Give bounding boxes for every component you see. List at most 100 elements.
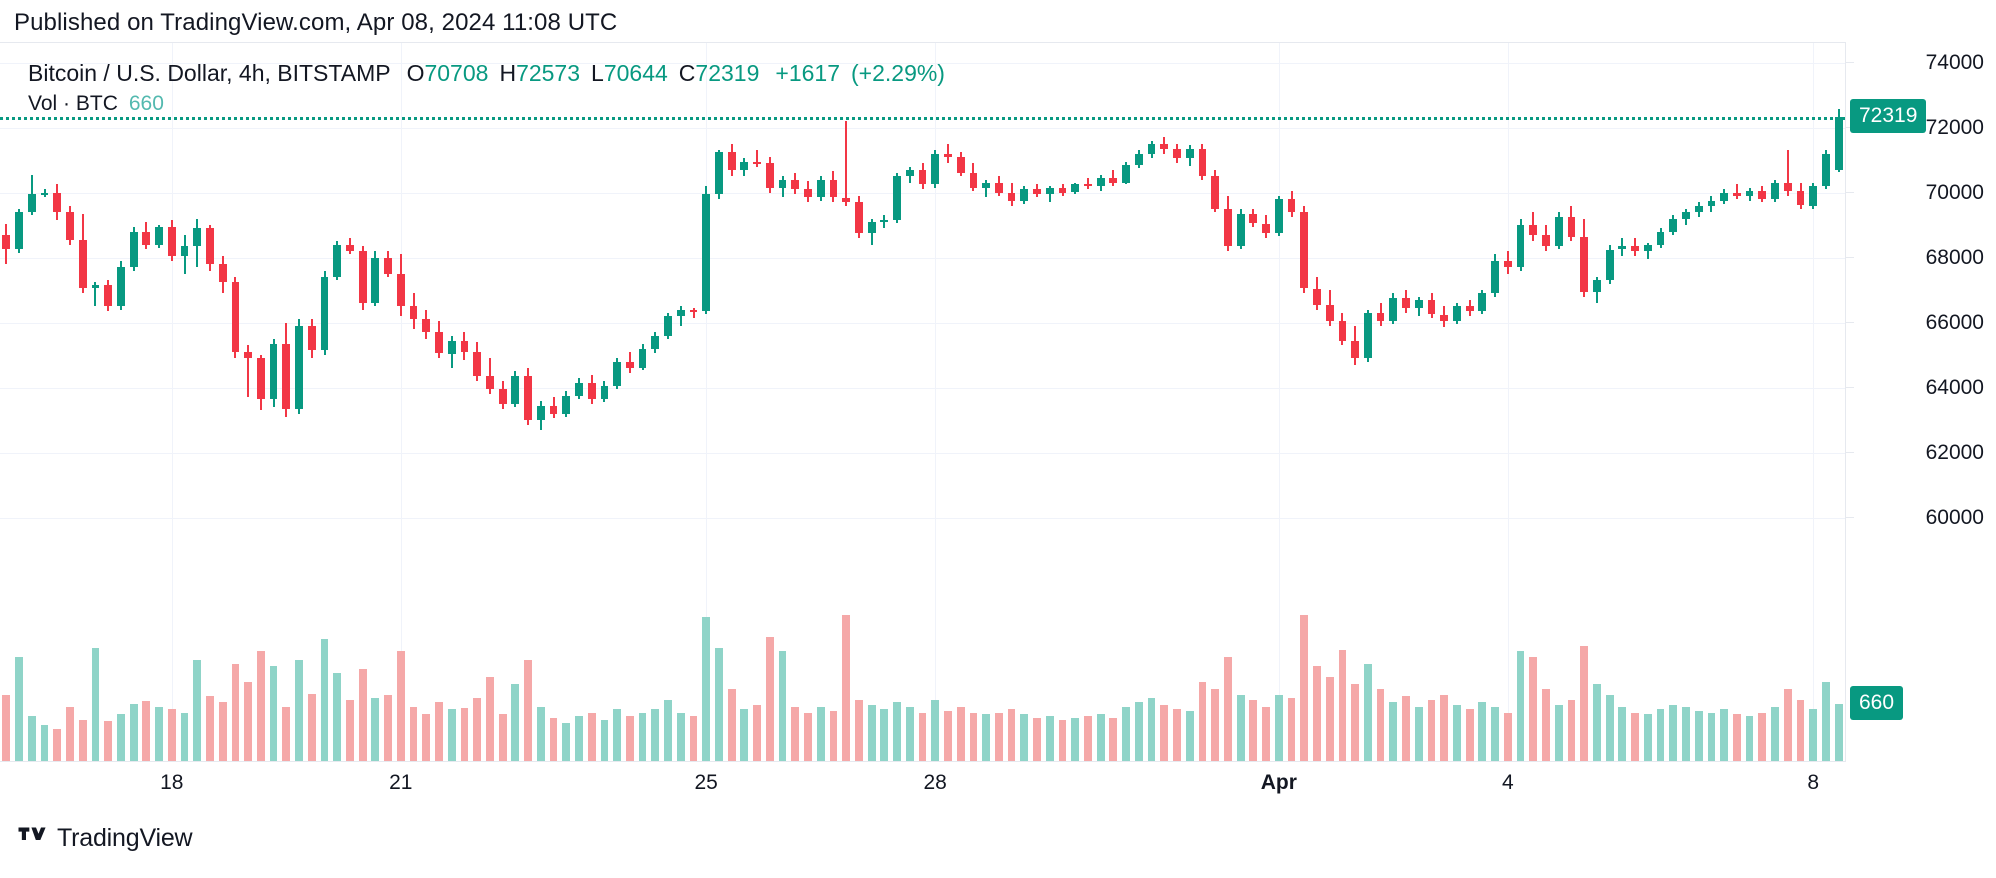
time-axis[interactable]: 18 21 25 28 Apr 4 8	[0, 762, 1845, 806]
price-axis-tick-label: 66000	[1925, 310, 1984, 334]
candle-body-up	[1592, 280, 1601, 292]
candle-body-up	[931, 153, 940, 185]
volume-bar-down	[944, 710, 952, 761]
volume-bar-down	[1783, 689, 1792, 761]
volume-bar-down	[1427, 700, 1436, 761]
price-axis-tick-mark	[1846, 191, 1854, 193]
volume-bar-up	[269, 665, 278, 761]
volume-bar-up	[816, 707, 825, 761]
candle-body-up	[613, 361, 622, 387]
published-caption: Published on TradingView.com, Apr 08, 20…	[14, 9, 618, 36]
gridline-horizontal	[0, 452, 1845, 454]
volume-bar-up	[676, 712, 685, 761]
volume-bar-down	[689, 716, 698, 761]
volume-bar-up	[1834, 703, 1843, 761]
volume-bar-up	[1134, 701, 1143, 761]
candle-body-up	[600, 386, 609, 399]
candle-body-down	[1338, 321, 1347, 341]
volume-bar-down	[66, 707, 74, 761]
candle-body-down	[1427, 299, 1436, 315]
volume-bar-up	[638, 712, 647, 761]
candle-body-down	[1796, 190, 1805, 206]
candle-body-down	[422, 319, 431, 333]
candle-body-down	[1173, 148, 1181, 159]
volume-bar-down	[1796, 700, 1805, 761]
candle-body-down	[842, 197, 851, 203]
volume-bar-down	[994, 712, 1003, 761]
candle-body-up	[1045, 187, 1054, 195]
candle-body-down	[1160, 143, 1169, 149]
volume-bar-down	[1631, 712, 1639, 761]
candle-body-up	[778, 179, 787, 188]
volume-bar-down	[1033, 718, 1041, 761]
volume-bar-down	[485, 676, 494, 761]
time-axis-tick-label: 18	[160, 771, 184, 794]
candle-body-down	[307, 325, 316, 351]
price-axis-tick-mark	[1846, 516, 1854, 518]
candle-wick	[679, 306, 682, 326]
candle-body-down	[1033, 189, 1041, 195]
candle-body-up	[893, 176, 901, 221]
candle-body-up	[511, 376, 520, 404]
candle-wick	[845, 121, 848, 206]
volume-bar-down	[918, 712, 927, 761]
volume-bar-down	[244, 682, 253, 761]
candle-wick	[985, 179, 988, 198]
volume-bar-up	[193, 659, 202, 761]
volume-bar-down	[2, 694, 11, 761]
candle-body-up	[1554, 217, 1563, 247]
price-axis-tick-label: 70000	[1925, 180, 1984, 204]
volume-bar-down	[218, 701, 227, 761]
price-axis-tick-label: 60000	[1925, 505, 1984, 529]
candle-body-down	[753, 161, 761, 164]
time-axis-tick-label: 28	[923, 771, 947, 794]
time-axis-tick-label: 4	[1501, 771, 1514, 794]
candle-body-down	[1732, 192, 1741, 196]
volume-bar-down	[1402, 696, 1410, 761]
volume-bar-up	[1592, 683, 1601, 761]
candle-body-up	[651, 335, 660, 349]
candle-body-up	[269, 343, 278, 400]
volume-bar-down	[1440, 694, 1449, 761]
volume-bar-up	[1618, 707, 1627, 761]
volume-bar-down	[346, 700, 354, 761]
candle-body-down	[1198, 148, 1207, 177]
volume-bar-down	[473, 698, 482, 761]
volume-bar-up	[1363, 664, 1372, 761]
volume-bar-down	[1376, 689, 1385, 761]
candle-body-down	[918, 169, 927, 185]
candle-body-down	[994, 182, 1003, 193]
volume-bar-up	[931, 700, 940, 761]
volume-bar-down	[256, 650, 265, 761]
volume-bar-down	[78, 719, 87, 761]
candle-body-up	[740, 161, 749, 170]
candle-body-up	[1834, 117, 1843, 170]
price-axis-tick-mark	[1846, 256, 1854, 258]
chart-plot-area[interactable]	[0, 42, 1845, 762]
current-price-line	[0, 117, 1845, 121]
candle-body-up	[1809, 186, 1818, 206]
volume-bar-up	[27, 716, 36, 761]
candle-body-up	[1414, 299, 1423, 308]
volume-bar-up	[295, 659, 303, 761]
candle-body-down	[1058, 187, 1067, 193]
volume-bar-down	[53, 728, 62, 761]
candle-body-up	[333, 244, 342, 278]
volume-bar-down	[842, 614, 851, 761]
volume-bar-down	[625, 716, 634, 761]
candle-body-up	[1822, 153, 1830, 187]
candle-body-down	[2, 234, 11, 250]
volume-bar-down	[1465, 709, 1474, 761]
candle-body-up	[1185, 148, 1194, 159]
volume-bar-up	[1745, 716, 1754, 761]
candle-body-up	[1020, 189, 1029, 201]
volume-bar-up	[613, 709, 622, 761]
volume-bar-down	[1058, 719, 1067, 761]
price-axis[interactable]: 74000 72000 70000 68000 66000 64000 62000 60000…	[1845, 42, 1996, 762]
price-axis-tick-label: 68000	[1925, 245, 1984, 269]
candle-body-up	[1491, 260, 1499, 294]
volume-bar-down	[1758, 712, 1767, 761]
candle-body-down	[66, 212, 74, 240]
candle-body-down	[1376, 312, 1385, 321]
candle-body-up	[1147, 143, 1156, 154]
